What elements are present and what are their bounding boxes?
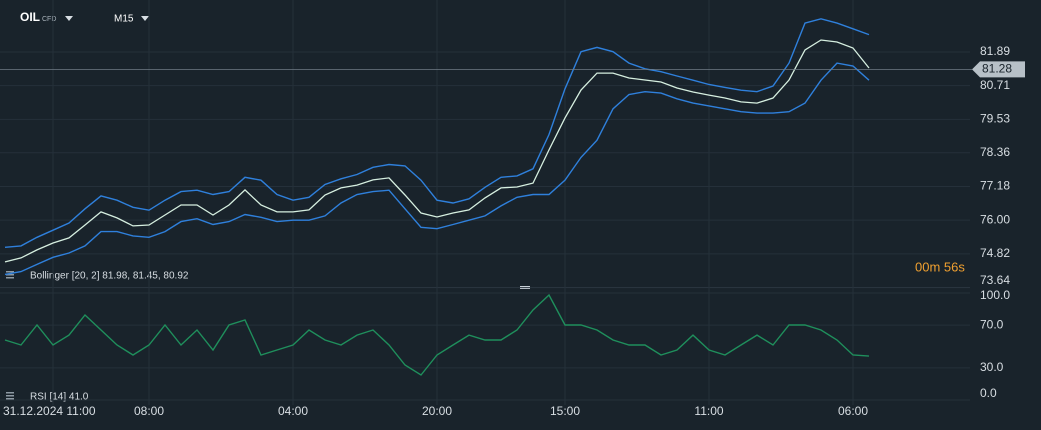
timeframe[interactable]: M15 [114, 14, 134, 25]
y-tick-label: 70.0 [980, 317, 1004, 331]
timeframe-dropdown[interactable] [141, 16, 149, 21]
last-price-tag [972, 61, 1025, 78]
x-tick-label: 15:00 [550, 404, 580, 418]
countdown: 00m 56s [915, 259, 965, 274]
x-tick-label: 31.12.2024 11:00 [3, 404, 96, 418]
x-tick-label: 04:00 [278, 404, 308, 418]
series-line [4, 39, 870, 263]
y-tick-label: 76.00 [980, 212, 1010, 226]
symbol-dropdown[interactable] [65, 16, 73, 21]
indicator-icons[interactable] [6, 271, 14, 400]
y-tick-label: 30.0 [980, 360, 1004, 374]
series-line [4, 62, 870, 276]
y-tick-label: 78.36 [980, 145, 1010, 159]
rsi-label: RSI [14] 41.0 [30, 392, 89, 403]
series-line [4, 293, 870, 376]
y-tick-label: 73.64 [980, 273, 1010, 287]
y-tick-label: 81.89 [980, 44, 1010, 58]
grid [0, 0, 970, 405]
y-tick-label: 100.0 [980, 288, 1010, 302]
y-tick-label: 80.71 [980, 78, 1010, 92]
x-tick-label: 20:00 [422, 404, 452, 418]
series-line [4, 18, 870, 248]
y-tick-label: 79.53 [980, 112, 1010, 126]
x-tick-label: 11:00 [694, 404, 723, 418]
symbol[interactable]: OIL [20, 10, 40, 24]
x-tick-label: 06:00 [838, 404, 868, 418]
symbol-type: CFD [42, 16, 56, 23]
bollinger-label: Bollinger [20, 2] 81.98, 81.45, 80.92 [30, 271, 189, 282]
last-price-label: 81.28 [982, 62, 1012, 76]
y-tick-label: 0.0 [980, 386, 997, 400]
y-tick-label: 74.82 [980, 246, 1010, 260]
y-tick-label: 77.18 [980, 179, 1010, 193]
x-tick-label: 08:00 [134, 404, 164, 418]
